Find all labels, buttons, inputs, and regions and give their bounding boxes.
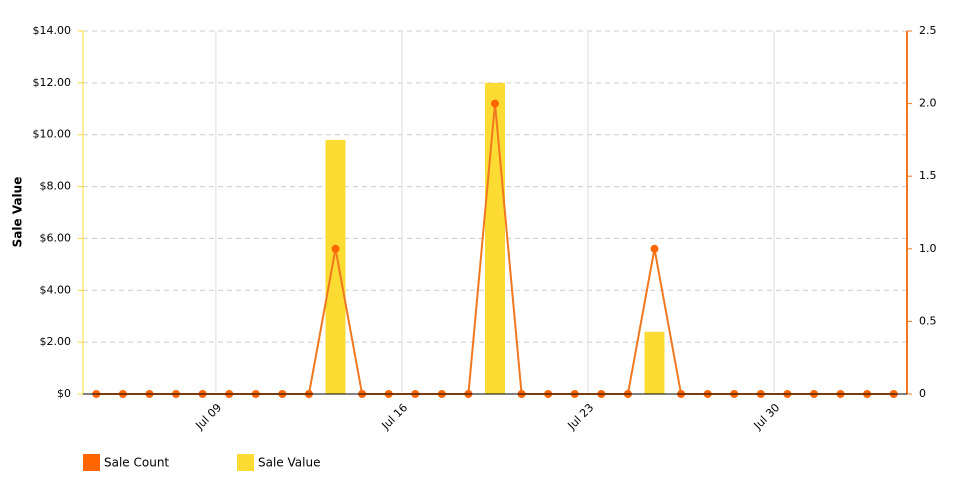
y-tick-label: $2.00 [40, 335, 72, 348]
y-tick-label: $0 [57, 387, 71, 400]
y-tick-label: $4.00 [40, 283, 72, 296]
y2-tick-label: 2.5 [919, 24, 937, 37]
y-tick-label: $8.00 [40, 180, 72, 193]
y2-tick-label: 1.0 [919, 242, 937, 255]
y-axis-label: Sale Value [11, 177, 25, 248]
y-tick-label: $14.00 [33, 24, 72, 37]
point [331, 244, 340, 253]
y2-tick-label: 1.5 [919, 169, 937, 182]
y-tick-label: $12.00 [33, 76, 72, 89]
legend-label: Sale Count [104, 456, 169, 470]
bar [644, 331, 665, 394]
point [650, 244, 659, 253]
x-tick-label: Jul 16 [379, 401, 411, 433]
y-tick-label: $10.00 [33, 128, 72, 141]
legend-label: Sale Value [258, 456, 320, 470]
bar [325, 139, 346, 394]
y-tick-label: $6.00 [40, 231, 72, 244]
y2-tick-label: 0.5 [919, 314, 937, 327]
y2-tick-label: 0 [919, 387, 926, 400]
point [491, 99, 499, 108]
y2-tick-label: 2.0 [919, 97, 937, 110]
x-tick-label: Jul 09 [192, 401, 224, 433]
x-tick-label: Jul 23 [565, 401, 597, 433]
legend: Sale Count Sale Value [83, 454, 320, 471]
legend-swatch [83, 454, 100, 471]
legend-swatch [237, 454, 254, 471]
x-tick-label: Jul 30 [751, 401, 783, 433]
bar [485, 82, 505, 394]
